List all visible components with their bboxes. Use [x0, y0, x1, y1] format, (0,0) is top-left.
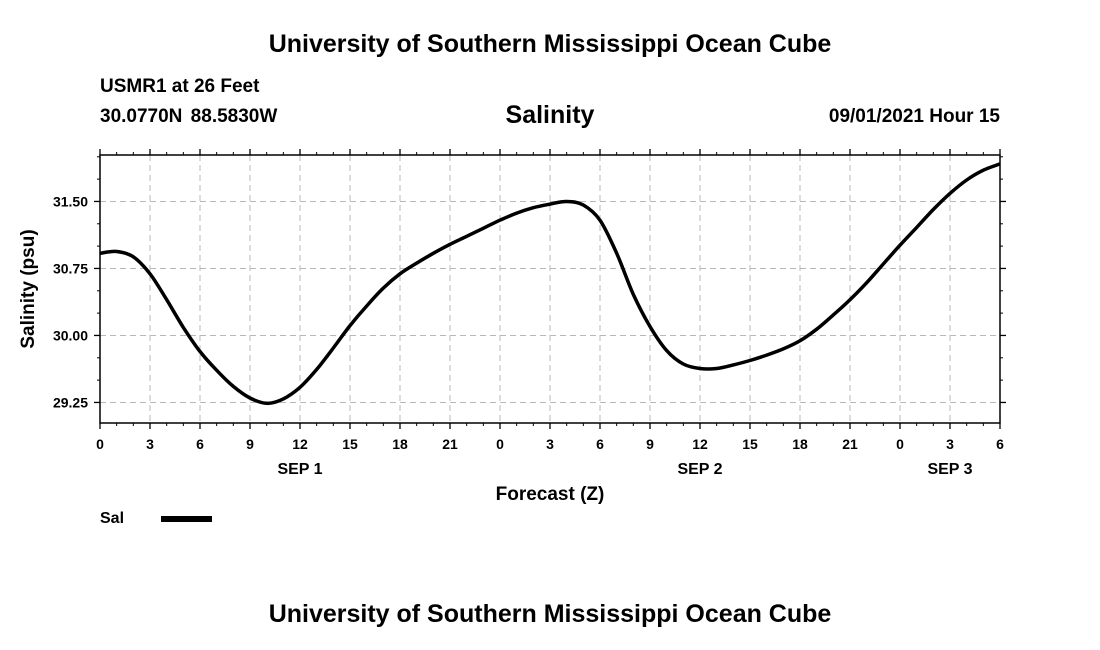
chart-title: Salinity: [505, 101, 595, 129]
y-tick-label: 29.25: [53, 394, 88, 410]
x-tick-label: 12: [292, 436, 308, 452]
coordinates-label: 30.0770N 88.5830W: [100, 106, 278, 127]
legend-line-swatch: [161, 516, 212, 522]
y-tick-label: 30.75: [53, 260, 88, 276]
date-label: SEP 3: [927, 461, 972, 478]
legend-label: Sal: [100, 510, 125, 527]
x-tick-label: 9: [646, 436, 654, 452]
series-line-sal: [99, 162, 1001, 406]
station-label: USMR1 at 26 Feet: [100, 76, 260, 97]
chart-ticks: 0 3 6 9 12 15 18 21 0 3 6 9 12 15 18 21 0 3 6 SEP 1 SEP 2 SEP…: [53, 149, 1006, 478]
forecast-timestamp: 09/01/2021 Hour 15: [828, 106, 1000, 127]
date-label: SEP 1: [277, 461, 322, 478]
x-tick-label: 6: [596, 436, 604, 452]
bottom-title: University of Southern Mississippi Ocean…: [268, 600, 832, 628]
x-tick-label: 0: [96, 436, 104, 452]
x-tick-label: 3: [146, 436, 154, 452]
x-tick-label: 15: [342, 436, 358, 452]
x-axis-label: Forecast (Z): [496, 484, 605, 505]
x-tick-label: 12: [692, 436, 708, 452]
x-tick-label: 21: [842, 436, 858, 452]
chart-series: [99, 162, 1001, 406]
x-tick-label: 15: [742, 436, 758, 452]
x-tick-label: 0: [496, 436, 504, 452]
plot-frame: [99, 154, 1001, 424]
date-label: SEP 2: [677, 461, 722, 478]
x-tick-label: 3: [546, 436, 554, 452]
x-tick-label: 18: [392, 436, 408, 452]
x-tick-label: 9: [246, 436, 254, 452]
top-title: University of Southern Mississippi Ocean…: [268, 30, 832, 58]
x-tick-label: 6: [996, 436, 1004, 452]
x-tick-label: 6: [196, 436, 204, 452]
y-tick-label: 30.00: [53, 327, 88, 343]
x-tick-label: 21: [442, 436, 458, 452]
x-tick-label: 3: [946, 436, 954, 452]
x-tick-label: 0: [896, 436, 904, 452]
chart-grid: [100, 155, 1000, 423]
x-tick-label: 18: [792, 436, 808, 452]
y-tick-label: 31.50: [53, 193, 88, 209]
y-axis-label: Salinity (psu): [18, 229, 39, 348]
